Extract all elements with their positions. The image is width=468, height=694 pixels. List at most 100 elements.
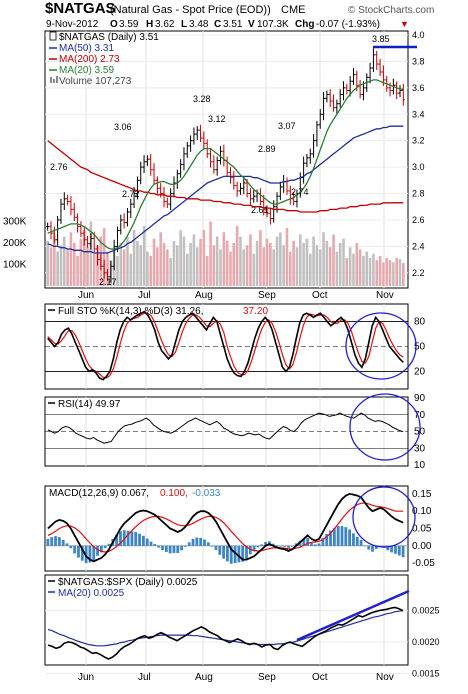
macd-histogram-bar — [336, 526, 340, 546]
macd-histogram-bar — [61, 539, 65, 546]
volume-bar — [305, 238, 309, 286]
ratio-legend: $NATGAS:$SPX (Daily) 0.0025 MA(20) 0.002… — [48, 577, 198, 599]
macd-histogram-bar — [332, 528, 336, 546]
volume-bar — [102, 227, 106, 286]
macd-histogram-bar — [73, 545, 77, 554]
macd-histogram-bar — [96, 545, 99, 556]
sto-tick-label: 80 — [414, 317, 426, 328]
price-tick-label: 2.4 — [412, 241, 425, 251]
macd-histogram-bar — [302, 539, 306, 546]
volume-bar — [209, 221, 212, 286]
volume-bar — [126, 236, 129, 286]
month-label: Oct — [312, 290, 328, 301]
macd-histogram-bar — [390, 545, 394, 553]
legend-volume: Volume 107,273 — [59, 76, 132, 87]
volume-bar — [285, 227, 289, 286]
annotation-3-06: 3.06 — [114, 122, 132, 132]
volume-bar — [249, 234, 252, 286]
rsi-line — [47, 412, 404, 444]
volume-bar — [76, 255, 79, 286]
macd-histogram-bar — [283, 545, 287, 547]
macd-histogram-bar — [359, 539, 363, 546]
volume-bar — [219, 249, 222, 286]
macd-histogram-bar — [294, 543, 298, 546]
volume-bar — [136, 240, 139, 286]
volume-bar — [398, 259, 402, 286]
volume-bar — [212, 245, 216, 286]
volume-bar — [199, 238, 202, 286]
volume-bar — [269, 243, 272, 286]
volume-bar — [385, 258, 389, 286]
legend-ma200: MA(200) 2.73 — [59, 54, 120, 65]
close-label: C — [214, 19, 221, 30]
open-label: O — [110, 19, 118, 30]
volume-bar — [122, 249, 126, 286]
macd-histogram-bar — [149, 541, 153, 546]
macd-histogram-bar — [176, 545, 180, 554]
open-value: 3.59 — [119, 19, 139, 30]
month-label: Aug — [195, 290, 213, 301]
legend-ma50: MA(50) 3.31 — [59, 43, 114, 54]
ratio-tick-label: 0.0015 — [412, 668, 440, 678]
ratio-tick-label: 0.0020 — [412, 637, 440, 647]
high-label: H — [146, 19, 153, 30]
volume-icon — [50, 77, 52, 83]
price-legend: $NATGAS (Daily) 3.51 MA(50) 3.31 MA(200)… — [49, 31, 159, 87]
volume-bar — [289, 251, 292, 286]
month-label: Aug — [195, 672, 213, 683]
macd-histogram-bar — [374, 545, 378, 549]
macd-histogram-bar — [248, 545, 252, 555]
macd-histogram-bar — [172, 545, 176, 554]
volume-bar — [312, 236, 315, 286]
volume-bar — [49, 247, 53, 286]
watermark: © StockCharts.com — [348, 5, 434, 16]
volume-bar — [66, 249, 69, 286]
volume-bar — [342, 238, 345, 286]
volume-bar — [106, 251, 109, 286]
macd-histogram-bar — [233, 545, 237, 564]
month-label: Oct — [312, 672, 328, 683]
rsi-tick-label: 70 — [414, 410, 426, 421]
volume-bar — [372, 253, 375, 286]
month-labels: Jun Jul Aug Sep Oct Nov Jun Jul Aug Sep … — [78, 290, 394, 683]
ratio-tick-label: 0.0025 — [412, 606, 440, 616]
volume-bar — [355, 243, 359, 286]
macd-histogram-bar — [126, 530, 130, 546]
macd-histogram-bar — [206, 542, 210, 546]
volume-bar — [308, 253, 312, 286]
volume-bar — [325, 240, 329, 286]
macd-histogram-bar — [134, 531, 138, 546]
volume-bar — [315, 245, 319, 286]
ratio-line — [47, 606, 404, 660]
month-label: Jul — [138, 672, 151, 683]
macd-histogram-bar — [50, 537, 54, 546]
macd-histogram-bar — [241, 545, 245, 562]
price-tick-label: 2.8 — [412, 189, 425, 199]
macd-histogram-bar — [222, 545, 225, 559]
volume-tick-label: 100K — [3, 260, 27, 271]
price-tick-label: 3.0 — [412, 162, 425, 172]
volume-bar — [189, 243, 192, 286]
volume-bar — [239, 236, 242, 286]
price-tick-label: 2.2 — [412, 268, 425, 278]
volume-bar — [295, 247, 299, 286]
macd-histogram-bar — [264, 541, 268, 546]
macd-histogram-bar — [317, 543, 321, 546]
volume-bar — [322, 232, 325, 286]
macd-histogram-bar — [199, 537, 203, 546]
sto-legend-text: Full STO %K(14,3) %D(3) 31.26, — [58, 306, 203, 317]
macd-histogram-bar — [245, 545, 248, 559]
exchange-label: CME — [281, 4, 305, 16]
month-label: Jul — [138, 290, 151, 301]
macd-legend-signal: 0.100, — [160, 488, 188, 499]
macd-histogram-bar — [344, 527, 348, 546]
volume-bar — [262, 247, 266, 286]
macd-histogram-bar — [180, 545, 183, 551]
macd-legend: MACD(12,26,9) 0.067, 0.100, -0.033 — [49, 488, 221, 499]
annotation-2-74: 2.74 — [291, 187, 309, 197]
volume-bar — [176, 245, 179, 286]
macd-histogram-bar — [371, 545, 374, 552]
high-value: 3.62 — [155, 19, 175, 30]
volume-bar — [205, 255, 209, 286]
